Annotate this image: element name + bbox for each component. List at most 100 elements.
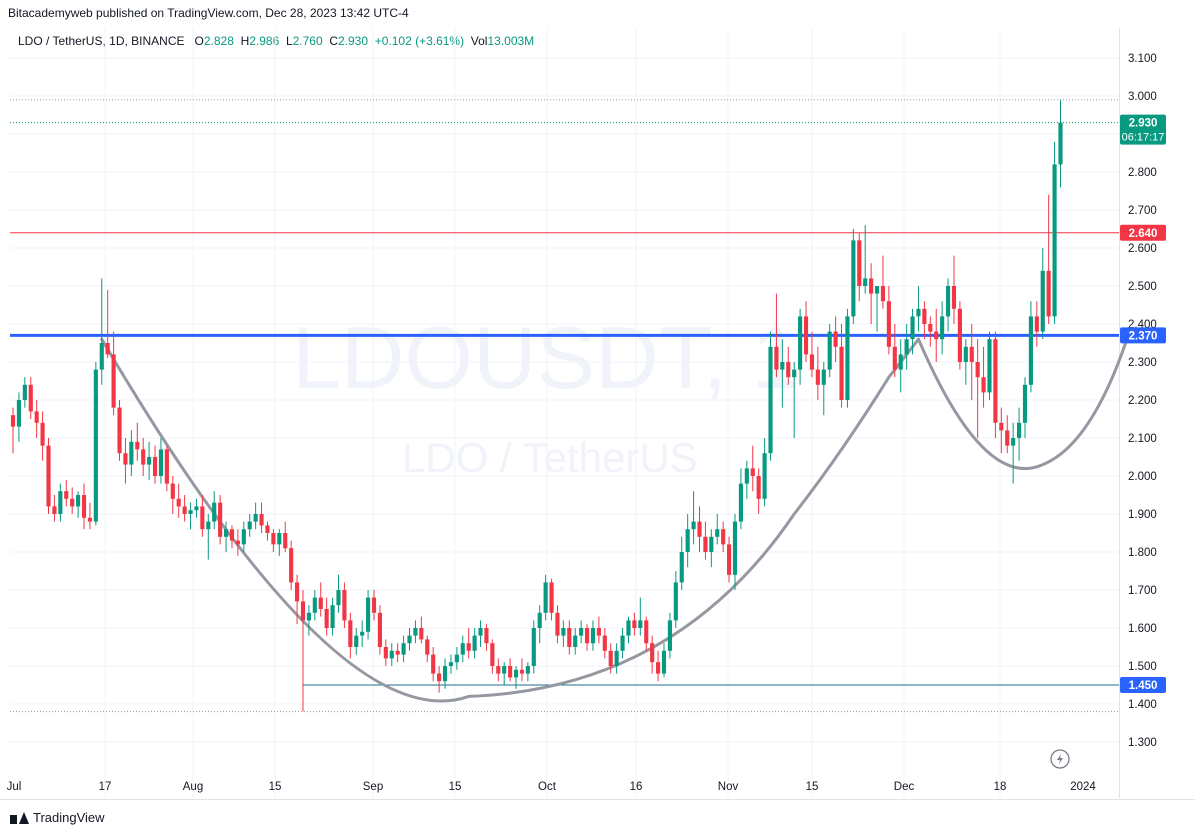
candle-body xyxy=(821,369,826,385)
candle xyxy=(16,392,21,442)
candle-body xyxy=(904,339,909,355)
candle xyxy=(940,301,945,355)
watermark-pair: LDO / TetherUS xyxy=(402,434,698,481)
time-tick-label: 15 xyxy=(806,781,819,793)
candle-body xyxy=(715,529,720,537)
candle xyxy=(170,476,175,514)
candle xyxy=(1052,141,1057,324)
candle-body xyxy=(147,457,152,465)
candle xyxy=(135,422,140,461)
candle-body xyxy=(727,544,732,575)
candle-body xyxy=(1005,430,1010,446)
low-label: L xyxy=(285,34,293,48)
price-tick-label: 2.600 xyxy=(1128,243,1157,255)
candle xyxy=(904,324,909,370)
candle-body xyxy=(608,650,613,666)
candle xyxy=(360,620,365,647)
candle-body xyxy=(81,495,87,518)
candle xyxy=(312,590,317,621)
candle-body xyxy=(22,384,27,400)
candle-body xyxy=(235,540,240,545)
candle xyxy=(863,225,868,294)
candle xyxy=(679,536,684,590)
candle xyxy=(596,616,601,644)
candle-body xyxy=(10,415,16,427)
candle xyxy=(567,620,572,655)
candle-body xyxy=(1022,384,1028,423)
time-tick-label: 2024 xyxy=(1070,781,1096,793)
candle-body xyxy=(999,422,1004,431)
candle xyxy=(614,643,619,674)
candle-body xyxy=(93,369,98,522)
candle-body xyxy=(549,582,554,613)
candle-body xyxy=(52,506,57,514)
tradingview-logo[interactable]: TradingView xyxy=(10,810,105,825)
price-tick-label: 1.300 xyxy=(1128,737,1157,749)
time-tick-label: 18 xyxy=(994,781,1007,793)
candle xyxy=(383,639,388,666)
candle xyxy=(158,438,164,484)
candle-body xyxy=(212,502,217,522)
candle-body xyxy=(620,635,625,651)
candle xyxy=(792,362,797,438)
candle xyxy=(916,286,921,332)
candle-body xyxy=(892,346,897,370)
candle xyxy=(821,362,826,416)
candle xyxy=(987,331,992,400)
candle xyxy=(869,263,874,324)
candle xyxy=(815,346,820,400)
candle xyxy=(371,590,377,621)
candle-body xyxy=(407,635,412,644)
candle-body xyxy=(809,354,815,370)
candle xyxy=(22,377,27,408)
candle-body xyxy=(721,529,726,545)
candle-body xyxy=(99,343,104,370)
candle-body xyxy=(419,628,424,640)
close-label: C xyxy=(329,34,338,48)
candle xyxy=(922,301,927,340)
candle xyxy=(543,574,548,621)
candle-body xyxy=(898,354,903,370)
open-label: O xyxy=(194,34,204,48)
replay-icon[interactable] xyxy=(1050,749,1070,769)
candle-body xyxy=(170,483,175,499)
candle-body xyxy=(431,654,436,674)
candle xyxy=(537,605,542,644)
candle xyxy=(200,495,205,537)
price-labels: 2.640 2.370 1.450 2.930 06:17:17 xyxy=(1120,114,1166,693)
candle xyxy=(152,445,158,484)
candle xyxy=(265,521,270,541)
candle xyxy=(330,597,335,636)
candle xyxy=(40,411,45,461)
candle xyxy=(851,229,856,324)
candle-body xyxy=(655,662,661,674)
candle xyxy=(277,529,282,556)
candle-body xyxy=(738,483,743,522)
candle-body xyxy=(780,362,785,370)
candle-body xyxy=(34,411,39,423)
candle-body xyxy=(135,441,140,450)
candle-body xyxy=(750,468,755,476)
candle-body xyxy=(158,449,164,476)
candle-body xyxy=(123,453,128,465)
candle xyxy=(602,628,607,659)
candle-body xyxy=(596,628,601,636)
candle-body xyxy=(993,339,998,423)
candle-body xyxy=(792,369,797,378)
symbol-name[interactable]: LDO / TetherUS, 1D, BINANCE xyxy=(18,34,185,48)
candle xyxy=(561,620,566,647)
candle-body xyxy=(312,597,317,613)
candle xyxy=(549,578,554,621)
candle-body xyxy=(336,590,341,606)
candle-body xyxy=(1017,422,1022,438)
candle xyxy=(957,301,962,370)
candle-body xyxy=(827,331,832,370)
price-tick-label: 1.400 xyxy=(1128,699,1157,711)
candle-body xyxy=(259,514,264,526)
candle-body xyxy=(117,407,122,454)
cup-handle-arcs xyxy=(100,337,1128,703)
candle-body xyxy=(590,628,596,644)
time-tick-label: Dec xyxy=(894,781,915,793)
candle xyxy=(212,491,217,530)
